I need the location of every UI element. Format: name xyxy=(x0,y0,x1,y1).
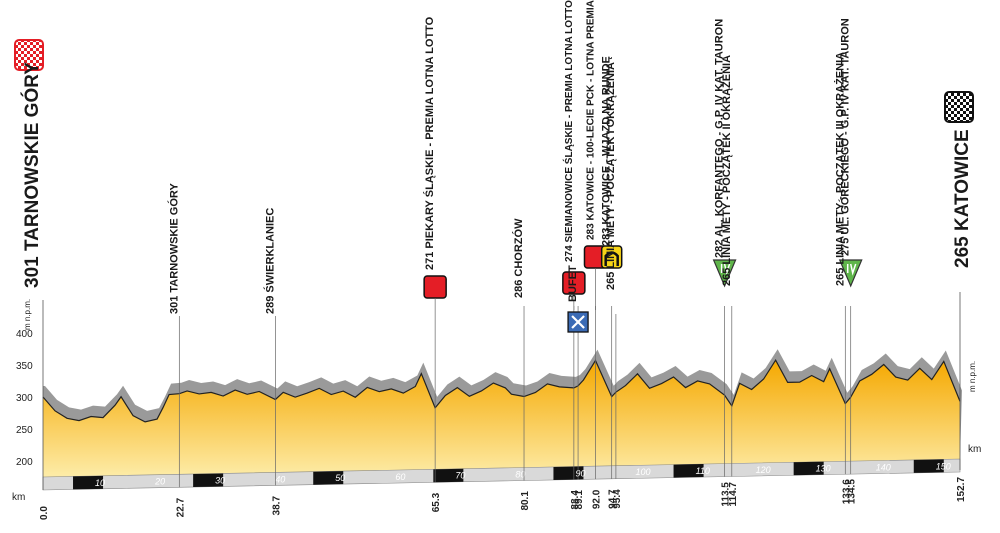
point-km-label: 0.0 xyxy=(39,506,50,520)
km-strip-segment xyxy=(433,468,464,483)
point-label: 301 TARNOWSKIE GÓRY xyxy=(167,183,180,314)
km-marker-label: 60 xyxy=(395,472,405,482)
point-km-label: 113.5 xyxy=(721,482,732,507)
km-strip-segment xyxy=(73,475,104,490)
km-marker-label: 150 xyxy=(936,461,951,471)
point-label: 283 KATOWICE - WJAZD NA RUNDĘ xyxy=(601,56,613,246)
point-label: 289 ŚWIERKLANIEC xyxy=(263,208,276,314)
km-strip-segment xyxy=(553,466,584,480)
profile-terrain xyxy=(43,360,960,477)
unit-left: m n.p.m. xyxy=(23,299,32,330)
point-km-label: 88.4 xyxy=(570,490,581,510)
km-marker-label: 140 xyxy=(876,462,891,472)
km-marker-label: 70 xyxy=(455,471,465,481)
point-label: 274 SIEMIANOWICE ŚLĄSKIE - PREMIA LOTNA … xyxy=(562,0,575,262)
km-marker-label: 90 xyxy=(575,468,585,478)
y-tick-left: 300 xyxy=(16,393,33,404)
y-tick-left: 200 xyxy=(16,457,33,468)
point-km-label: 95.4 xyxy=(612,489,623,509)
point-km-label: 38.7 xyxy=(271,496,282,516)
feed-zone-glyph xyxy=(571,315,585,329)
point-km-label: 80.1 xyxy=(520,491,531,511)
point-km-label: 65.3 xyxy=(431,492,442,512)
km-marker-label: 100 xyxy=(636,467,651,477)
mountain-iv-glyph xyxy=(720,263,731,276)
mountain-iv-glyph xyxy=(846,263,857,276)
point-km-label: 134.5 xyxy=(847,479,858,504)
km-marker-label: 80 xyxy=(515,470,525,480)
y-tick-left: 400 xyxy=(16,329,33,340)
point-label: 283 KATOWICE - 100-LECIE PCK - LOTNA PRE… xyxy=(585,0,596,240)
point-label: 275 UL. GÓRECKIEGO - G.P. IV KAT. TAURON xyxy=(839,18,852,256)
km-strip-segment xyxy=(793,461,824,476)
km-left: km xyxy=(12,492,25,503)
y-tick-left: 350 xyxy=(16,361,33,372)
point-km-label: 133.6 xyxy=(841,479,852,504)
point-label: 286 CHORZÓW xyxy=(512,218,525,298)
point-label: 265 LINIA METY - POCZĄTEK II OKRĄŻENIA xyxy=(720,55,733,286)
km-strip-segment xyxy=(193,473,224,488)
point-label: BUFET xyxy=(567,265,579,302)
km-right: km xyxy=(968,444,981,455)
profile-line xyxy=(42,359,961,423)
mountain-iv-icon xyxy=(838,259,863,288)
mountain-iv-icon xyxy=(712,259,737,288)
km-marker-label: 130 xyxy=(816,464,831,474)
point-label: 282 AL. KORFANTEGO - G.P. IV KAT. TAURON xyxy=(714,19,726,258)
point-km-label: 94.7 xyxy=(608,489,619,509)
point-km-label: 89.1 xyxy=(574,490,585,510)
point-km-label: 22.7 xyxy=(175,497,186,517)
point-label: 271 PIEKARY ŚLĄSKIE - PREMIA LOTNA LOTTO xyxy=(423,16,436,270)
km-strip-segment xyxy=(913,459,944,473)
start-city: 301 TARNOWSKIE GÓRY xyxy=(21,62,43,288)
finish-city: 265 KATOWICE xyxy=(952,129,973,268)
point-label: 265 LINIA METY - POCZĄTEK III OKRĄŻENIA xyxy=(833,52,846,286)
red-checkered-flag-icon xyxy=(14,39,44,71)
km-marker-label: 10 xyxy=(95,478,105,488)
km-marker-label: 120 xyxy=(756,465,771,475)
point-label: 265 LINIA METY - POCZĄTEK I OKRĄŻENIA xyxy=(604,62,617,290)
point-km-label: 152.7 xyxy=(956,477,967,502)
black-checkered-flag-icon xyxy=(944,91,974,123)
km-marker-label: 40 xyxy=(275,474,285,484)
km-strip-segment xyxy=(313,471,344,485)
km-strip-segment xyxy=(673,464,704,478)
point-km-label: 92.0 xyxy=(591,489,602,509)
unit-right: m n.p.m. xyxy=(968,361,977,392)
sprint-icon xyxy=(423,275,447,299)
km-marker-label: 50 xyxy=(335,473,345,483)
km-marker-label: 110 xyxy=(696,466,710,476)
km-marker-label: 20 xyxy=(154,477,165,487)
arch-glyph-icon xyxy=(604,251,619,266)
point-km-label: 114.7 xyxy=(728,482,739,507)
km-marker-label: 30 xyxy=(215,475,225,485)
y-tick-left: 250 xyxy=(16,425,33,436)
